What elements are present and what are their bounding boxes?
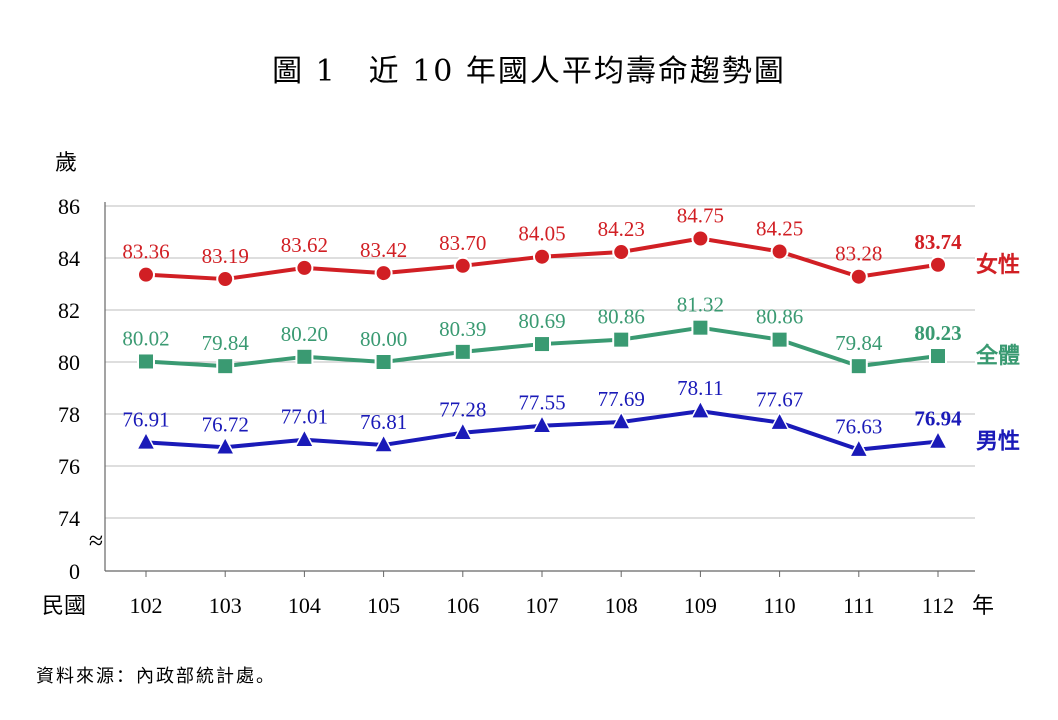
data-label: 80.39 [439, 317, 486, 341]
data-point [216, 357, 235, 376]
data-label: 76.94 [914, 407, 962, 431]
data-label: 83.42 [360, 238, 407, 262]
x-tick-label: 112 [922, 593, 954, 618]
data-point [137, 352, 155, 371]
data-point [770, 330, 789, 349]
data-point [691, 318, 710, 337]
data-point [214, 435, 236, 456]
x-axis-prefix: 民國 [42, 593, 86, 618]
series-name-label: 全體 [975, 343, 1020, 368]
data-point [374, 353, 393, 371]
data-point [769, 410, 790, 431]
data-label: 76.63 [835, 415, 882, 439]
data-label: 81.32 [677, 293, 724, 317]
data-label: 77.67 [756, 388, 803, 412]
data-label: 78.11 [677, 376, 723, 400]
y-tick-label: 82 [58, 298, 80, 323]
x-tick-label: 103 [209, 593, 242, 618]
y-tick-label: 78 [58, 402, 80, 427]
data-label: 79.84 [835, 331, 883, 355]
data-label: 76.81 [360, 410, 407, 434]
data-label: 77.55 [518, 391, 565, 415]
data-label: 84.75 [677, 204, 724, 228]
x-tick-label: 108 [605, 593, 638, 618]
y-tick-label: 80 [58, 350, 80, 375]
data-labels: 83.36 83.19 83.62 83.42 83.70 84.05 84.23 84.75… [122, 204, 1020, 454]
axis-break-symbol: ≈ [89, 526, 103, 555]
chart-title: 圖 1 近 10 年國人平均壽命趨勢圖 [272, 54, 786, 89]
series [135, 229, 949, 458]
data-point [453, 342, 472, 361]
data-label: 83.19 [202, 244, 249, 268]
y-axis-label: 歲 [55, 150, 77, 175]
data-point [848, 438, 870, 458]
x-tick-label: 110 [764, 593, 796, 618]
data-label: 80.69 [518, 309, 565, 333]
y-tick-label: 74 [58, 506, 80, 531]
source-note: 資料來源：內政部統計處。 [36, 666, 276, 687]
data-label: 83.28 [835, 242, 882, 266]
x-tick-label: 102 [130, 593, 163, 618]
x-tick-label: 105 [367, 593, 400, 618]
data-point [770, 242, 789, 261]
x-tick-label: 111 [843, 593, 874, 618]
data-point [929, 255, 947, 274]
data-label: 76.72 [202, 412, 249, 436]
data-point [610, 410, 632, 430]
data-point [691, 229, 710, 248]
x-tick-label: 109 [684, 593, 717, 618]
data-point [373, 433, 394, 453]
axes: 86 84 82 80 78 76 74 0 ≈102 103 104 105 106 107 108 109… [58, 194, 975, 618]
data-label: 76.91 [122, 407, 169, 431]
data-label: 80.20 [281, 322, 328, 346]
data-point [533, 335, 551, 354]
series-name-label: 女性 [976, 252, 1020, 277]
data-point [294, 428, 315, 448]
data-label: 80.86 [756, 305, 803, 329]
data-point [216, 270, 235, 289]
data-label: 83.70 [439, 231, 486, 255]
data-point [135, 430, 157, 451]
data-point [929, 347, 947, 366]
x-axis-suffix: 年 [972, 593, 994, 618]
y-tick-label: 76 [58, 454, 80, 479]
data-label: 79.84 [202, 331, 250, 355]
series-name-label: 男性 [976, 429, 1020, 454]
data-label: 77.28 [439, 398, 486, 422]
data-label: 80.02 [122, 326, 169, 350]
data-label: 84.23 [598, 217, 645, 241]
data-point [849, 357, 868, 376]
data-label: 77.01 [281, 405, 328, 429]
data-point [452, 421, 474, 441]
data-point [295, 347, 314, 366]
x-tick-label: 107 [526, 593, 559, 618]
data-point [295, 258, 314, 277]
data-label: 83.36 [122, 240, 169, 264]
data-label: 77.69 [598, 387, 645, 411]
y-tick-label: 84 [58, 246, 80, 271]
data-point [849, 267, 868, 286]
data-point [453, 256, 472, 275]
data-point [612, 330, 631, 349]
data-point [612, 243, 631, 262]
data-label: 83.74 [914, 230, 962, 254]
data-point [533, 247, 551, 266]
x-tick-label: 106 [446, 593, 479, 618]
data-point [137, 265, 155, 284]
data-label: 80.23 [914, 321, 961, 345]
data-point [690, 399, 711, 419]
x-tick-label: 104 [288, 593, 321, 618]
data-point [531, 414, 553, 434]
data-label: 80.86 [598, 305, 645, 329]
data-point [927, 429, 949, 450]
data-label: 84.05 [518, 222, 565, 246]
data-point [374, 264, 393, 283]
y-tick-label: 0 [69, 559, 80, 584]
data-label: 80.00 [360, 327, 407, 351]
data-label: 84.25 [756, 217, 803, 241]
data-label: 83.62 [281, 233, 328, 257]
y-tick-label: 86 [58, 194, 80, 219]
